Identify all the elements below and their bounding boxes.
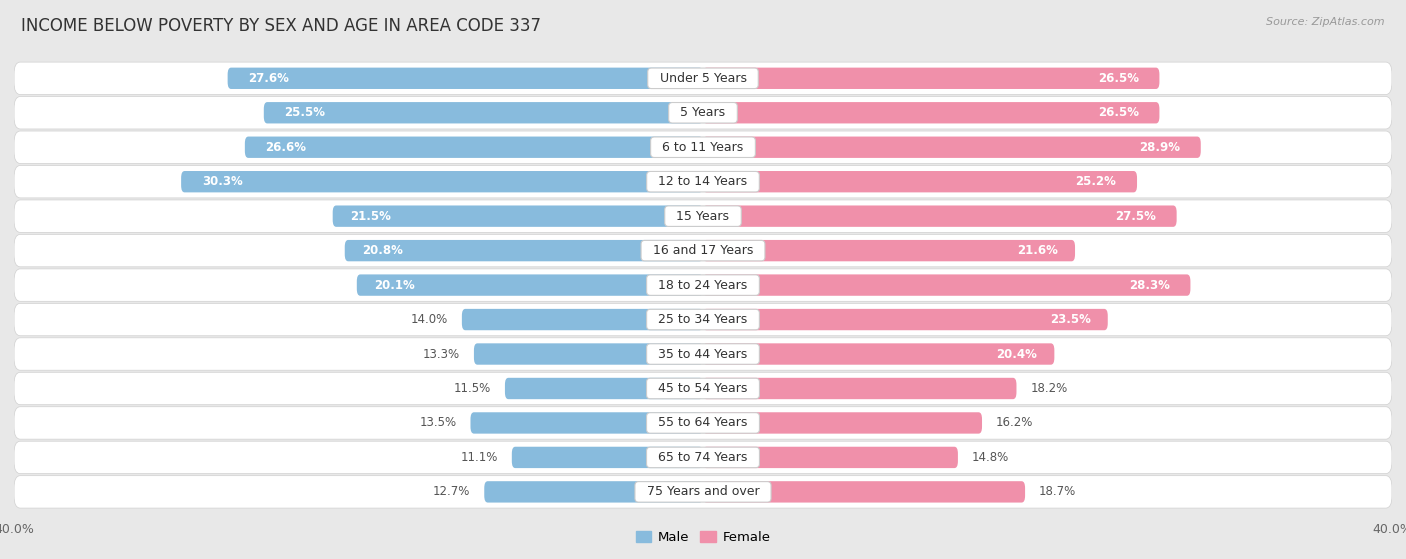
FancyBboxPatch shape	[14, 338, 1392, 370]
Text: 12 to 14 Years: 12 to 14 Years	[651, 175, 755, 188]
Text: 13.5%: 13.5%	[419, 416, 457, 429]
FancyBboxPatch shape	[14, 200, 1392, 233]
Text: 5 Years: 5 Years	[672, 106, 734, 119]
Text: 25 to 34 Years: 25 to 34 Years	[651, 313, 755, 326]
Text: 20.1%: 20.1%	[374, 278, 415, 292]
Text: 23.5%: 23.5%	[1050, 313, 1091, 326]
FancyBboxPatch shape	[703, 309, 1108, 330]
Text: 26.6%: 26.6%	[266, 141, 307, 154]
FancyBboxPatch shape	[14, 372, 1392, 405]
FancyBboxPatch shape	[703, 447, 957, 468]
Text: 20.4%: 20.4%	[997, 348, 1038, 361]
FancyBboxPatch shape	[703, 206, 1177, 227]
FancyBboxPatch shape	[512, 447, 703, 468]
Text: 21.5%: 21.5%	[350, 210, 391, 222]
FancyBboxPatch shape	[357, 274, 703, 296]
Text: 16 and 17 Years: 16 and 17 Years	[645, 244, 761, 257]
Text: 28.3%: 28.3%	[1129, 278, 1170, 292]
FancyBboxPatch shape	[474, 343, 703, 364]
FancyBboxPatch shape	[703, 343, 1054, 364]
Text: 45 to 54 Years: 45 to 54 Years	[651, 382, 755, 395]
FancyBboxPatch shape	[181, 171, 703, 192]
FancyBboxPatch shape	[14, 407, 1392, 439]
Text: 18 to 24 Years: 18 to 24 Years	[651, 278, 755, 292]
FancyBboxPatch shape	[703, 481, 1025, 503]
FancyBboxPatch shape	[703, 413, 981, 434]
Text: 25.2%: 25.2%	[1076, 175, 1116, 188]
Text: 11.5%: 11.5%	[454, 382, 491, 395]
FancyBboxPatch shape	[14, 269, 1392, 301]
FancyBboxPatch shape	[333, 206, 703, 227]
Text: 13.3%: 13.3%	[423, 348, 460, 361]
Text: 55 to 64 Years: 55 to 64 Years	[651, 416, 755, 429]
FancyBboxPatch shape	[14, 165, 1392, 198]
FancyBboxPatch shape	[14, 131, 1392, 163]
FancyBboxPatch shape	[14, 441, 1392, 473]
Text: 6 to 11 Years: 6 to 11 Years	[654, 141, 752, 154]
Text: 20.8%: 20.8%	[361, 244, 404, 257]
Text: 11.1%: 11.1%	[461, 451, 498, 464]
Text: 30.3%: 30.3%	[202, 175, 243, 188]
FancyBboxPatch shape	[344, 240, 703, 261]
FancyBboxPatch shape	[461, 309, 703, 330]
Text: INCOME BELOW POVERTY BY SEX AND AGE IN AREA CODE 337: INCOME BELOW POVERTY BY SEX AND AGE IN A…	[21, 17, 541, 35]
FancyBboxPatch shape	[14, 304, 1392, 336]
Text: 28.9%: 28.9%	[1139, 141, 1180, 154]
Text: 12.7%: 12.7%	[433, 485, 471, 499]
Text: 16.2%: 16.2%	[995, 416, 1033, 429]
FancyBboxPatch shape	[703, 274, 1191, 296]
Text: 26.5%: 26.5%	[1098, 106, 1139, 119]
FancyBboxPatch shape	[484, 481, 703, 503]
Text: 75 Years and over: 75 Years and over	[638, 485, 768, 499]
FancyBboxPatch shape	[228, 68, 703, 89]
FancyBboxPatch shape	[14, 476, 1392, 508]
Text: 25.5%: 25.5%	[284, 106, 325, 119]
FancyBboxPatch shape	[703, 171, 1137, 192]
Text: 18.2%: 18.2%	[1031, 382, 1067, 395]
FancyBboxPatch shape	[245, 136, 703, 158]
FancyBboxPatch shape	[703, 378, 1017, 399]
Text: 35 to 44 Years: 35 to 44 Years	[651, 348, 755, 361]
FancyBboxPatch shape	[471, 413, 703, 434]
Text: 18.7%: 18.7%	[1039, 485, 1076, 499]
FancyBboxPatch shape	[14, 62, 1392, 94]
FancyBboxPatch shape	[703, 136, 1201, 158]
Text: Under 5 Years: Under 5 Years	[651, 72, 755, 85]
FancyBboxPatch shape	[14, 97, 1392, 129]
Legend: Male, Female: Male, Female	[630, 525, 776, 549]
Text: Source: ZipAtlas.com: Source: ZipAtlas.com	[1267, 17, 1385, 27]
FancyBboxPatch shape	[703, 240, 1076, 261]
FancyBboxPatch shape	[264, 102, 703, 124]
Text: 14.0%: 14.0%	[411, 313, 449, 326]
Text: 14.8%: 14.8%	[972, 451, 1010, 464]
FancyBboxPatch shape	[703, 102, 1160, 124]
Text: 15 Years: 15 Years	[668, 210, 738, 222]
Text: 21.6%: 21.6%	[1017, 244, 1057, 257]
FancyBboxPatch shape	[505, 378, 703, 399]
Text: 27.6%: 27.6%	[249, 72, 290, 85]
FancyBboxPatch shape	[14, 234, 1392, 267]
Text: 27.5%: 27.5%	[1115, 210, 1156, 222]
Text: 65 to 74 Years: 65 to 74 Years	[651, 451, 755, 464]
FancyBboxPatch shape	[703, 68, 1160, 89]
Text: 26.5%: 26.5%	[1098, 72, 1139, 85]
